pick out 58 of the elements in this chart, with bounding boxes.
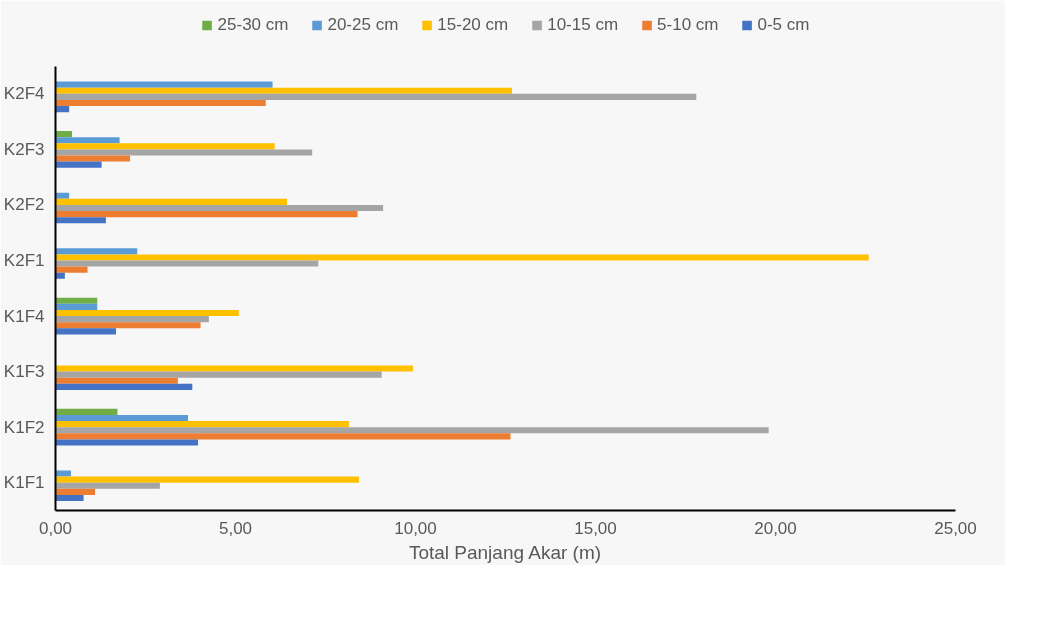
x-tick-label: 0,00 (38, 518, 73, 538)
bar (55, 371, 382, 378)
legend-label: 10-15 cm (547, 15, 619, 35)
x-tick-label: 15,00 (574, 518, 617, 538)
bar (55, 427, 769, 434)
bar (55, 303, 98, 310)
bar (55, 99, 266, 107)
bar (55, 494, 84, 502)
legend-label: 25-30 cm (217, 15, 289, 35)
legend-label: 0-5 cm (757, 15, 810, 35)
bar (55, 488, 96, 495)
y-tick-label: K2F4 (3, 84, 45, 104)
bar (55, 383, 193, 390)
bar (55, 137, 120, 144)
y-tick-label: K2F1 (3, 251, 45, 270)
bar (55, 414, 188, 422)
y-tick-label: K1F2 (3, 417, 45, 437)
legend-label: 5-10 cm (657, 15, 719, 35)
y-tick-label: K2F3 (3, 139, 45, 159)
bar (55, 309, 239, 317)
bar (55, 198, 287, 205)
y-tick-label: K2F2 (3, 195, 45, 215)
bar (55, 149, 313, 156)
bar (55, 408, 118, 415)
bar (55, 266, 88, 273)
bar (55, 482, 160, 489)
y-tick-label: K1F3 (3, 362, 45, 382)
bar (55, 143, 275, 150)
bar (55, 217, 106, 224)
bar (55, 421, 349, 428)
bar (55, 161, 102, 168)
bar (55, 260, 319, 267)
bar (55, 211, 358, 218)
x-axis-title: Total Panjang Akar (m) (408, 541, 602, 563)
y-tick-label: K1F4 (3, 306, 45, 326)
bar (55, 476, 359, 483)
bar (55, 297, 98, 304)
x-tick-label: 25,00 (934, 518, 977, 538)
x-tick-label: 20,00 (754, 518, 797, 538)
bar (55, 328, 116, 335)
bar (55, 365, 413, 372)
bar (55, 81, 273, 88)
x-tick-label: 5,00 (218, 518, 253, 538)
bar (55, 87, 512, 94)
bar (55, 248, 138, 255)
bar (55, 439, 199, 446)
bar (55, 155, 131, 162)
bar (55, 322, 201, 329)
legend-label: 15-20 cm (437, 15, 509, 35)
y-tick-label: K1F1 (3, 473, 45, 493)
bar (55, 433, 511, 440)
bar (55, 377, 178, 384)
x-tick-label: 10,00 (394, 518, 437, 538)
bar (55, 93, 697, 100)
bar (55, 316, 209, 323)
bar (55, 204, 384, 212)
bar (55, 254, 869, 261)
legend-label: 20-25 cm (327, 15, 399, 35)
